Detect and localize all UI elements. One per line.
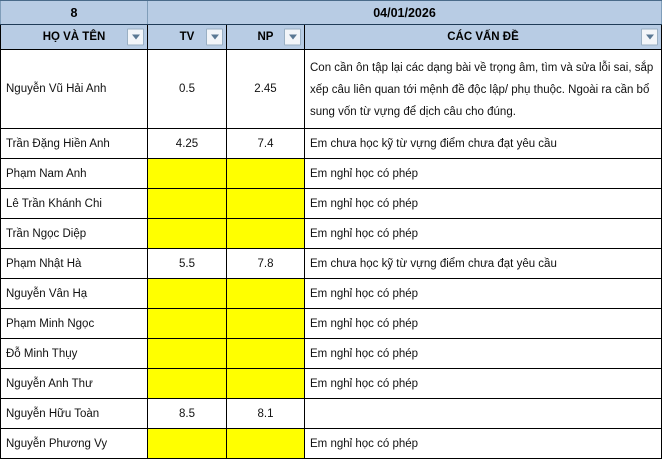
column-header-issues-label: CÁC VẤN ĐỀ	[447, 31, 519, 43]
cell-score-tv[interactable]: 8.5	[148, 399, 227, 428]
column-header-row: HỌ VÀ TÊN TV NP CÁC VẤN ĐỀ	[0, 25, 662, 50]
cell-score-tv[interactable]	[148, 309, 227, 338]
cell-student-name[interactable]: Phạm Minh Ngọc	[0, 309, 148, 338]
cell-issue-note[interactable]: Em nghỉ học có phép	[305, 309, 662, 338]
column-header-issues[interactable]: CÁC VẤN ĐỀ	[305, 25, 662, 49]
cell-student-name[interactable]: Nguyễn Anh Thư	[0, 369, 148, 398]
cell-student-name[interactable]: Nguyễn Phương Vy	[0, 429, 148, 458]
sheet-title-row: 8 04/01/2026	[0, 0, 662, 25]
cell-student-name[interactable]: Nguyễn Hữu Toàn	[0, 399, 148, 428]
table-row[interactable]: Trần Đặng Hiền Anh 4.25 7.4 Em chưa học kỹ …	[0, 129, 662, 159]
table-row[interactable]: Phạm Nhật Hà 5.5 7.8 Em chưa học kỹ từ vựng…	[0, 249, 662, 279]
column-header-name-label: HỌ VÀ TÊN	[42, 31, 106, 43]
cell-score-tv[interactable]	[148, 159, 227, 188]
cell-issue-note[interactable]: Con cần ôn tập lại các dạng bài về trọng…	[305, 50, 662, 128]
cell-score-np[interactable]: 2.45	[227, 50, 305, 128]
table-row[interactable]: Lê Trần Khánh Chi Em nghỉ học có phép	[0, 189, 662, 219]
column-header-np-label: NP	[257, 31, 274, 43]
cell-score-tv[interactable]	[148, 219, 227, 248]
cell-score-tv[interactable]	[148, 429, 227, 458]
column-header-name[interactable]: HỌ VÀ TÊN	[0, 25, 148, 49]
cell-score-tv[interactable]: 4.25	[148, 129, 227, 158]
cell-issue-note[interactable]: Em chưa học kỹ từ vựng điểm chưa đạt yêu…	[305, 129, 662, 158]
table-row[interactable]: Nguyễn Vân Hạ Em nghỉ học có phép	[0, 279, 662, 309]
table-row[interactable]: Nguyễn Vũ Hải Anh 0.5 2.45 Con cần ôn tập l…	[0, 50, 662, 129]
cell-issue-note[interactable]: Em nghỉ học có phép	[305, 369, 662, 398]
filter-arrow-icon-name[interactable]	[127, 28, 144, 46]
cell-student-name[interactable]: Nguyễn Vũ Hải Anh	[0, 50, 148, 128]
cell-score-tv[interactable]	[148, 189, 227, 218]
cell-score-np[interactable]: 7.4	[227, 129, 305, 158]
cell-issue-note[interactable]: Em nghỉ học có phép	[305, 219, 662, 248]
cell-score-np[interactable]	[227, 339, 305, 368]
period-number-cell[interactable]: 8	[0, 1, 148, 24]
filter-arrow-icon-tv[interactable]	[206, 28, 223, 46]
cell-score-np[interactable]	[227, 369, 305, 398]
cell-student-name[interactable]: Nguyễn Vân Hạ	[0, 279, 148, 308]
cell-student-name[interactable]: Đỗ Minh Thụy	[0, 339, 148, 368]
cell-issue-note[interactable]: Em nghỉ học có phép	[305, 189, 662, 218]
cell-score-np[interactable]	[227, 189, 305, 218]
cell-score-tv[interactable]	[148, 369, 227, 398]
table-row[interactable]: Phạm Minh Ngọc Em nghỉ học có phép	[0, 309, 662, 339]
table-row[interactable]: Đỗ Minh Thụy Em nghỉ học có phép	[0, 339, 662, 369]
cell-issue-note[interactable]	[305, 399, 662, 428]
cell-score-tv[interactable]	[148, 279, 227, 308]
cell-issue-note[interactable]: Em chưa học kỹ từ vựng điểm chưa đạt yêu…	[305, 249, 662, 278]
cell-score-tv[interactable]	[148, 339, 227, 368]
table-row[interactable]: Nguyễn Anh Thư Em nghỉ học có phép	[0, 369, 662, 399]
cell-student-name[interactable]: Lê Trần Khánh Chi	[0, 189, 148, 218]
column-header-tv-label: TV	[179, 31, 195, 43]
cell-student-name[interactable]: Phạm Nam Anh	[0, 159, 148, 188]
filter-arrow-icon-issues[interactable]	[641, 28, 658, 46]
cell-score-np[interactable]	[227, 279, 305, 308]
table-row[interactable]: Phạm Nam Anh Em nghỉ học có phép	[0, 159, 662, 189]
cell-score-np[interactable]	[227, 429, 305, 458]
cell-score-np[interactable]	[227, 309, 305, 338]
column-header-tv[interactable]: TV	[148, 25, 227, 49]
table-row[interactable]: Nguyễn Hữu Toàn 8.5 8.1	[0, 399, 662, 429]
cell-score-np[interactable]: 7.8	[227, 249, 305, 278]
date-cell[interactable]: 04/01/2026	[148, 1, 662, 24]
filter-arrow-icon-np[interactable]	[284, 28, 301, 46]
table-row[interactable]: Nguyễn Phương Vy Em nghỉ học có phép	[0, 429, 662, 459]
cell-score-np[interactable]	[227, 219, 305, 248]
cell-score-tv[interactable]: 0.5	[148, 50, 227, 128]
cell-student-name[interactable]: Trần Đặng Hiền Anh	[0, 129, 148, 158]
cell-score-tv[interactable]: 5.5	[148, 249, 227, 278]
cell-issue-note[interactable]: Em nghỉ học có phép	[305, 279, 662, 308]
cell-issue-note[interactable]: Em nghỉ học có phép	[305, 429, 662, 458]
cell-student-name[interactable]: Phạm Nhật Hà	[0, 249, 148, 278]
cell-score-np[interactable]	[227, 159, 305, 188]
cell-student-name[interactable]: Trần Ngọc Diệp	[0, 219, 148, 248]
cell-issue-note[interactable]: Em nghỉ học có phép	[305, 339, 662, 368]
table-row[interactable]: Trần Ngọc Diệp Em nghỉ học có phép	[0, 219, 662, 249]
cell-issue-note[interactable]: Em nghỉ học có phép	[305, 159, 662, 188]
column-header-np[interactable]: NP	[227, 25, 305, 49]
cell-score-np[interactable]: 8.1	[227, 399, 305, 428]
table-body: Nguyễn Vũ Hải Anh 0.5 2.45 Con cần ôn tập l…	[0, 50, 662, 459]
